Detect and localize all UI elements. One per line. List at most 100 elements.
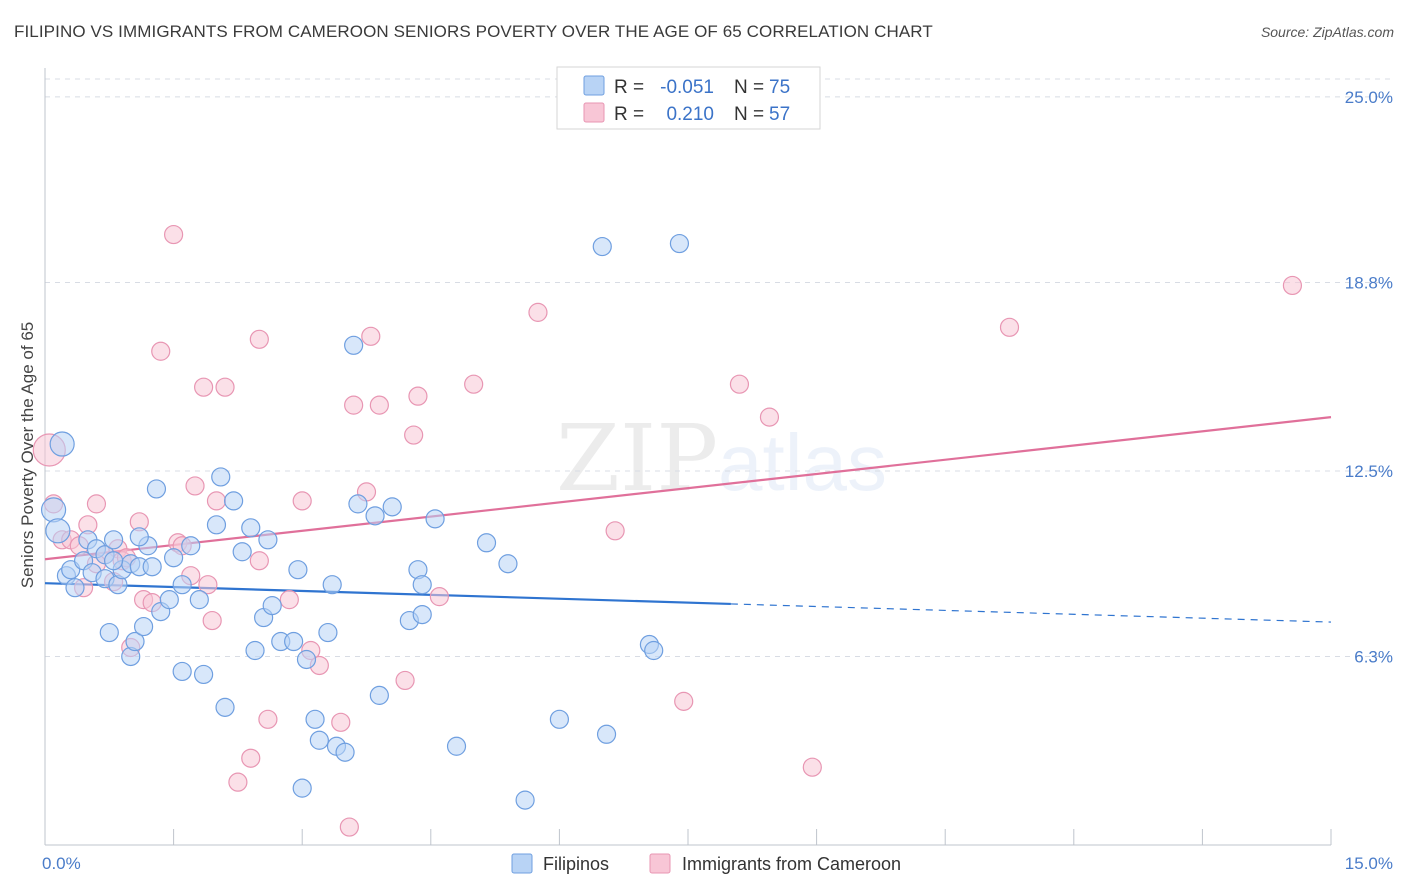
point-filipino [644,640,664,661]
point-filipino [232,542,252,562]
x-tick-label-max: 15.0% [1345,854,1393,873]
point-cameroon [464,374,484,394]
point-filipino [498,554,518,574]
point-filipino [172,575,192,595]
point-filipino [335,742,355,762]
point-cameroon [86,494,107,514]
y-axis-label: Seniors Poverty Over the Age of 65 [18,322,37,588]
point-cameroon [802,757,822,777]
point-filipino [322,575,342,595]
point-filipino [412,575,432,595]
watermark-atlas: atlas [718,418,887,507]
point-filipino [49,431,75,457]
point-filipino [365,506,385,526]
point-filipino [412,604,432,625]
bottom-legend-filipino: Filipinos [543,854,609,874]
trend-line-filipino-extension [730,603,1332,623]
point-cameroon [331,712,351,732]
legend-swatch-cameroon [583,102,605,123]
y-tick-label: 12.5% [1345,462,1393,481]
grid-lines [45,78,1393,657]
legend-r-label-2: R = [614,104,644,125]
point-filipino [296,649,317,670]
legend-n-value-2: 57 [769,104,790,125]
point-cameroon [605,521,625,541]
point-cameroon [729,374,750,394]
point-filipino [189,590,209,610]
point-filipino [476,533,497,553]
legend-r-value-2: 0.210 [666,104,714,125]
y-tick-label: 6.3% [1354,647,1393,666]
point-filipino [164,548,184,568]
point-cameroon [164,224,184,245]
point-filipino [103,551,124,571]
point-cameroon [999,317,1020,337]
tick-labels: 6.3% 12.5% 18.8% 25.0% 0.0% 15.0% [42,88,1393,873]
point-filipino [65,578,85,598]
point-filipino [292,778,312,798]
bottom-legend-swatch-cameroon [649,853,671,874]
point-filipino [206,515,227,535]
point-cameroon [258,709,278,729]
point-filipino [142,557,162,577]
trend-line-filipino [44,582,731,606]
point-cameroon [151,341,171,361]
watermark-zip: ZIP [556,405,718,512]
point-filipino [45,518,71,544]
watermark: ZIP atlas [556,405,887,512]
point-filipino [245,640,265,661]
legend-bottom: Filipinos Immigrants from Cameroon [511,853,901,874]
point-cameroon [249,329,269,349]
legend-r-value-1: -0.051 [660,77,714,98]
point-filipino [103,530,124,550]
y-tick-label: 18.8% [1345,273,1393,292]
point-filipino [344,335,364,355]
point-filipino [382,497,402,517]
point-cameroon [228,772,248,792]
point-cameroon [198,575,218,595]
point-filipino [172,661,192,682]
point-cameroon [344,395,364,415]
point-cameroon [339,817,359,837]
point-cameroon [215,377,235,397]
y-tick-label: 25.0% [1345,88,1393,107]
point-filipino [194,664,214,685]
point-filipino [309,730,329,750]
point-filipino [348,494,368,514]
point-filipino [99,622,119,643]
point-filipino [669,233,690,254]
point-cameroon [369,395,389,415]
point-filipino [284,631,304,652]
point-filipino [40,497,67,523]
point-filipino [446,736,467,756]
point-cameroon [241,748,261,768]
point-filipino [129,527,149,547]
point-cameroon [292,491,312,511]
point-filipino [159,590,179,610]
legend-n-value-1: 75 [769,77,790,98]
point-filipino [133,616,154,637]
point-filipino [549,709,570,729]
point-cameroon [1282,275,1303,296]
source-label: Source: ZipAtlas.com [1260,24,1394,40]
point-cameroon [674,691,694,711]
point-cameroon [395,670,415,691]
point-cameroon [249,551,269,571]
legend-r-label-1: R = [614,77,644,98]
point-filipino [224,491,244,511]
point-cameroon [528,302,548,322]
point-filipino [262,596,282,616]
point-cameroon [206,491,227,511]
legend-n-label-2: N = [734,104,764,125]
point-filipino [181,536,201,556]
point-cameroon [361,326,381,346]
point-cameroon [185,476,205,496]
point-filipino [305,709,325,729]
point-cameroon [279,590,299,610]
series-filipino-points [40,233,690,810]
point-filipino [592,236,612,257]
bottom-legend-cameroon: Immigrants from Cameroon [682,854,901,874]
legend-swatch-filipino [583,75,605,96]
point-filipino [369,685,389,705]
